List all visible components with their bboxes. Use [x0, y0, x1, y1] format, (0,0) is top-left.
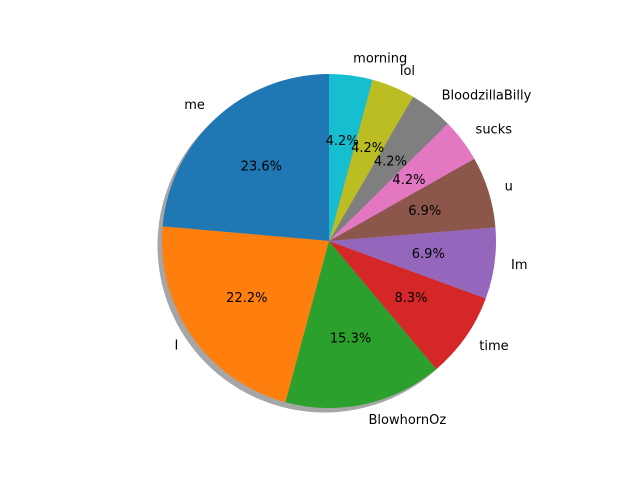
pie-label-u: u [505, 179, 513, 194]
pie-slice-sucks [329, 123, 475, 241]
pie-slice-u [329, 158, 496, 241]
pie-label-time: time [479, 339, 508, 354]
pie-category-labels: me I BlowhornOz time Im u sucks BloodzillaBilly… [175, 51, 532, 428]
pie-slice-im [329, 227, 496, 299]
pie-label-i: I [175, 339, 179, 354]
pie-slice-me [162, 74, 329, 241]
pie-pct-label-time: 8.3% [394, 291, 427, 306]
pie-label-blowhornoz: BlowhornOz [369, 413, 447, 428]
pie-pct-label-me: 23.6% [241, 160, 282, 175]
pie-slices [162, 74, 496, 409]
pie-label-im: Im [511, 258, 528, 273]
pie-slice-bloodzillabilly [329, 96, 448, 241]
pie-slice-time [329, 241, 486, 369]
pie-label-sucks: sucks [476, 123, 513, 138]
pie-slice-morning [329, 74, 373, 241]
pie-label-me: me [184, 98, 205, 113]
pie-label-bloodzillabilly: BloodzillaBilly [442, 88, 532, 103]
pie-label-lol: lol [400, 64, 415, 79]
pie-slice-i [162, 226, 329, 403]
pie-pct-label-lol: 4.2% [351, 141, 384, 156]
pie-slice-blowhornoz [285, 241, 437, 409]
pie-slice-lol [329, 79, 414, 241]
pie-label-morning: morning [353, 51, 407, 66]
pie-pct-label-u: 6.9% [408, 204, 441, 219]
pie-pct-label-i: 22.2% [226, 291, 267, 306]
pie-pct-label-blowhornoz: 15.3% [330, 331, 371, 346]
pie-percent-labels: 23.6%22.2%15.3%8.3%6.9%6.9%4.2%4.2%4.2%4… [226, 134, 445, 346]
pie-pct-label-sucks: 4.2% [392, 173, 425, 188]
pie-pct-label-morning: 4.2% [326, 134, 359, 149]
pie-pct-label-im: 6.9% [412, 247, 445, 262]
pie-pct-label-bloodzillabilly: 4.2% [374, 154, 407, 169]
